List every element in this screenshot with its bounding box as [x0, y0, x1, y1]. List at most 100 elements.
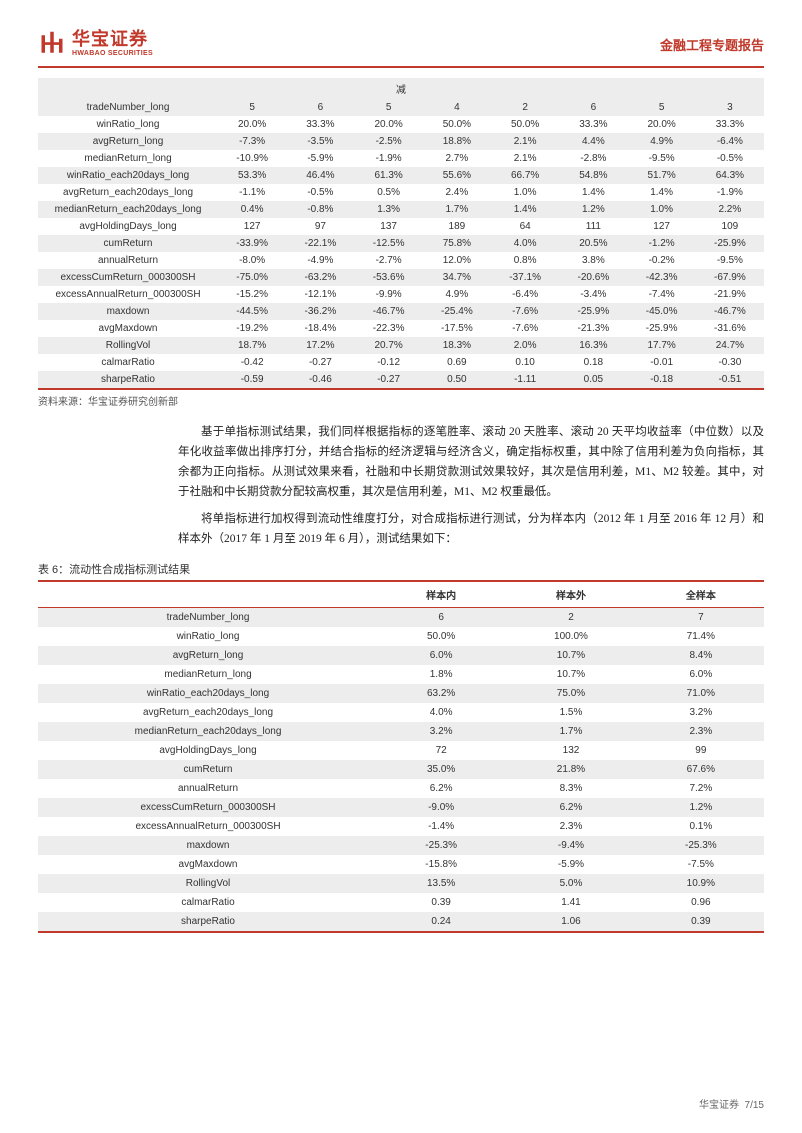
- metric-value: -0.51: [696, 371, 764, 389]
- metric-value: -1.9%: [355, 150, 423, 167]
- metric-value: -31.6%: [696, 320, 764, 337]
- metric-value: -7.6%: [491, 303, 559, 320]
- metric-value: 0.4%: [218, 201, 286, 218]
- metric-value: 1.2%: [638, 798, 764, 817]
- metric-value: 4.0%: [491, 235, 559, 252]
- metric-name: sharpeRatio: [38, 912, 378, 931]
- metric-value: -20.6%: [559, 269, 627, 286]
- metric-value: 189: [423, 218, 491, 235]
- paragraph-2: 将单指标进行加权得到流动性维度打分，对合成指标进行测试，分为样本内（2012 年…: [178, 509, 764, 549]
- metric-name: medianReturn_each20days_long: [38, 201, 218, 218]
- table-row: winRatio_each20days_long53.3%46.4%61.3%5…: [38, 167, 764, 184]
- table-row: excessAnnualReturn_000300SH-15.2%-12.1%-…: [38, 286, 764, 303]
- metric-name: excessAnnualReturn_000300SH: [38, 286, 218, 303]
- metric-value: -21.9%: [696, 286, 764, 303]
- metric-value: -9.0%: [378, 798, 504, 817]
- metric-value: 0.69: [423, 354, 491, 371]
- table-row: RollingVol13.5%5.0%10.9%: [38, 874, 764, 893]
- metric-value: 33.3%: [286, 116, 354, 133]
- metric-name: maxdown: [38, 303, 218, 320]
- metric-value: -0.30: [696, 354, 764, 371]
- metric-value: -19.2%: [218, 320, 286, 337]
- metric-value: 16.3%: [559, 337, 627, 354]
- table2-title: 表 6：流动性合成指标测试结果: [38, 561, 764, 577]
- metric-value: 46.4%: [286, 167, 354, 184]
- table-row: avgHoldingDays_long127971371896411112710…: [38, 218, 764, 235]
- metric-name: maxdown: [38, 836, 378, 855]
- metric-value: -0.2%: [628, 252, 696, 269]
- metric-value: -7.4%: [628, 286, 696, 303]
- metric-name: medianReturn_long: [38, 150, 218, 167]
- metric-value: -75.0%: [218, 269, 286, 286]
- table-row: medianReturn_each20days_long3.2%1.7%2.3%: [38, 722, 764, 741]
- metric-value: -0.18: [628, 371, 696, 389]
- metric-name: medianReturn_each20days_long: [38, 722, 378, 741]
- metric-value: -9.4%: [504, 836, 637, 855]
- metric-name: sharpeRatio: [38, 371, 218, 389]
- metric-value: -0.12: [355, 354, 423, 371]
- metric-value: 1.4%: [559, 184, 627, 201]
- metric-name: avgHoldingDays_long: [38, 218, 218, 235]
- metric-value: -1.11: [491, 371, 559, 389]
- metric-value: 0.05: [559, 371, 627, 389]
- metric-value: 71.4%: [638, 627, 764, 646]
- metric-value: -18.4%: [286, 320, 354, 337]
- metric-value: 66.7%: [491, 167, 559, 184]
- metric-value: 0.8%: [491, 252, 559, 269]
- metric-value: 10.7%: [504, 665, 637, 684]
- metric-value: 2: [504, 607, 637, 627]
- table-row: avgReturn_long-7.3%-3.5%-2.5%18.8%2.1%4.…: [38, 133, 764, 150]
- metric-name: avgReturn_each20days_long: [38, 184, 218, 201]
- metric-value: 1.3%: [355, 201, 423, 218]
- metric-name: calmarRatio: [38, 354, 218, 371]
- table2-header-cell: [38, 582, 378, 608]
- metric-value: -46.7%: [355, 303, 423, 320]
- metric-value: -25.4%: [423, 303, 491, 320]
- metric-value: -25.9%: [628, 320, 696, 337]
- metric-value: 24.7%: [696, 337, 764, 354]
- table-row: avgMaxdown-15.8%-5.9%-7.5%: [38, 855, 764, 874]
- metric-value: 4.9%: [423, 286, 491, 303]
- table-row: maxdown-44.5%-36.2%-46.7%-25.4%-7.6%-25.…: [38, 303, 764, 320]
- metric-value: -6.4%: [491, 286, 559, 303]
- metric-value: 50.0%: [378, 627, 504, 646]
- metric-value: 63.2%: [378, 684, 504, 703]
- metric-name: avgMaxdown: [38, 320, 218, 337]
- metric-value: 10.9%: [638, 874, 764, 893]
- metric-value: 1.2%: [559, 201, 627, 218]
- table1-subhead: 减: [38, 78, 764, 99]
- metric-value: -3.5%: [286, 133, 354, 150]
- metric-value: -22.3%: [355, 320, 423, 337]
- metric-name: winRatio_each20days_long: [38, 167, 218, 184]
- metric-value: -25.9%: [696, 235, 764, 252]
- table-row: calmarRatio0.391.410.96: [38, 893, 764, 912]
- metric-value: 33.3%: [559, 116, 627, 133]
- metric-value: -10.9%: [218, 150, 286, 167]
- table1-subhead-cell: 减: [38, 78, 764, 99]
- metric-value: -2.7%: [355, 252, 423, 269]
- metric-value: -0.42: [218, 354, 286, 371]
- metric-value: -9.9%: [355, 286, 423, 303]
- metric-value: 3.2%: [638, 703, 764, 722]
- table-row: excessAnnualReturn_000300SH-1.4%2.3%0.1%: [38, 817, 764, 836]
- metric-value: 10.7%: [504, 646, 637, 665]
- metric-name: winRatio_each20days_long: [38, 684, 378, 703]
- metric-value: -44.5%: [218, 303, 286, 320]
- metric-value: -37.1%: [491, 269, 559, 286]
- table1-source: 资料来源：华宝证券研究创新部: [38, 393, 764, 408]
- metric-name: RollingVol: [38, 337, 218, 354]
- metric-name: cumReturn: [38, 235, 218, 252]
- metric-value: 6: [378, 607, 504, 627]
- metric-name: RollingVol: [38, 874, 378, 893]
- table-row: tradeNumber_long627: [38, 607, 764, 627]
- metric-value: -17.5%: [423, 320, 491, 337]
- liquidity-composite-table: 样本内样本外全样本 tradeNumber_long627winRatio_lo…: [38, 582, 764, 931]
- table2-header-cell: 样本内: [378, 582, 504, 608]
- metric-value: -2.5%: [355, 133, 423, 150]
- metric-value: 4.9%: [628, 133, 696, 150]
- metric-value: -45.0%: [628, 303, 696, 320]
- paragraph-block: 基于单指标测试结果，我们同样根据指标的逐笔胜率、滚动 20 天胜率、滚动 20 …: [38, 422, 764, 549]
- metric-value: 6.0%: [378, 646, 504, 665]
- liquidity-table-wrap: 样本内样本外全样本 tradeNumber_long627winRatio_lo…: [38, 580, 764, 933]
- logo-en: HWABAO SECURITIES: [72, 50, 153, 58]
